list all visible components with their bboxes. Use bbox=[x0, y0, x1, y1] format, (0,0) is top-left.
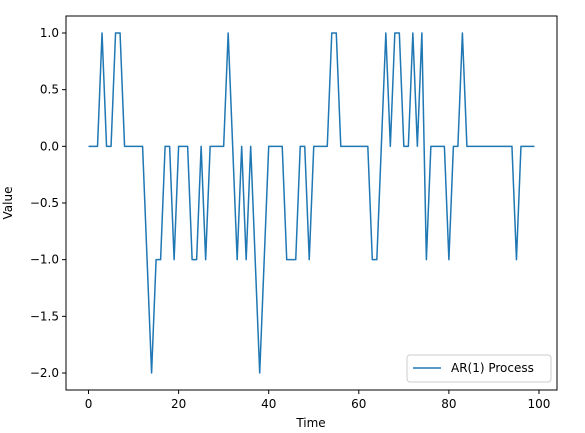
y-axis: −2.0 −1.5 −1.0 −0.5 0.0 0.5 1.0 bbox=[30, 26, 66, 380]
y-tick-label: −1.5 bbox=[30, 309, 59, 323]
series-layer bbox=[88, 32, 535, 374]
x-tick-label: 0 bbox=[85, 397, 93, 411]
y-tick-label: 0.0 bbox=[40, 139, 59, 153]
legend-entry: AR(1) Process bbox=[451, 361, 534, 375]
y-tick-label: −2.0 bbox=[30, 366, 59, 380]
legend: AR(1) Process bbox=[406, 354, 552, 383]
y-axis-label: Value bbox=[1, 187, 15, 220]
x-tick-label: 20 bbox=[171, 397, 186, 411]
y-tick-label: 0.5 bbox=[40, 83, 59, 97]
x-axis-label: Time bbox=[295, 416, 325, 430]
y-tick-label: −1.0 bbox=[30, 253, 59, 267]
x-tick-label: 60 bbox=[351, 397, 366, 411]
y-tick-label: −0.5 bbox=[30, 196, 59, 210]
x-tick-label: 100 bbox=[528, 397, 551, 411]
series-line bbox=[88, 32, 535, 374]
y-tick-label: 1.0 bbox=[40, 26, 59, 40]
x-tick-label: 80 bbox=[441, 397, 456, 411]
x-axis: 0 20 40 60 80 100 bbox=[85, 390, 551, 411]
legend-box bbox=[406, 354, 552, 383]
x-tick-label: 40 bbox=[261, 397, 276, 411]
